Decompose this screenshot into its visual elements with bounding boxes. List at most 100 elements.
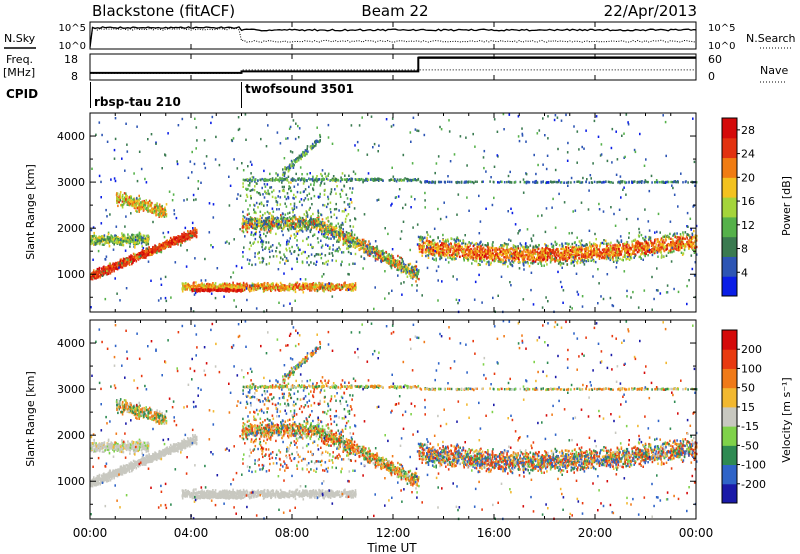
power-cell bbox=[220, 286, 223, 290]
power-cell bbox=[322, 262, 324, 265]
power-cell bbox=[347, 239, 349, 242]
power-cell bbox=[263, 287, 265, 290]
power-cell bbox=[131, 204, 134, 208]
power-cell bbox=[302, 150, 304, 154]
power-cell bbox=[252, 224, 254, 228]
power-cell bbox=[308, 192, 311, 195]
noise-right-tick-bottom: 10^0 bbox=[708, 41, 735, 52]
power-cell bbox=[294, 179, 296, 182]
power-cell bbox=[265, 234, 267, 238]
power-cell bbox=[133, 240, 135, 243]
power-cell bbox=[146, 251, 148, 254]
power-cell bbox=[270, 245, 272, 248]
power-cell bbox=[128, 258, 130, 261]
power-cell bbox=[283, 284, 286, 287]
power-cell bbox=[297, 253, 300, 257]
power-cell bbox=[243, 222, 245, 226]
power-cell bbox=[121, 206, 124, 209]
power-cell bbox=[387, 259, 389, 263]
power-cell bbox=[91, 240, 94, 244]
power-cell bbox=[271, 283, 273, 286]
power-cell bbox=[299, 191, 302, 194]
power-cell bbox=[257, 240, 259, 244]
power-cell bbox=[306, 261, 308, 264]
power-cell bbox=[311, 203, 313, 206]
power-cell bbox=[158, 208, 160, 211]
power-cell bbox=[91, 235, 94, 238]
power-cell bbox=[190, 236, 193, 239]
power-cell bbox=[269, 172, 271, 176]
power-cell bbox=[266, 204, 268, 207]
power-cell bbox=[349, 225, 352, 228]
power-cell bbox=[356, 245, 358, 248]
power-cell bbox=[289, 237, 291, 240]
power-cell bbox=[141, 204, 144, 207]
power-cell bbox=[185, 282, 187, 285]
power-cell bbox=[303, 190, 305, 193]
power-cell bbox=[178, 239, 180, 243]
power-cell bbox=[92, 271, 95, 274]
power-cell bbox=[134, 200, 137, 203]
power-cell bbox=[279, 261, 281, 264]
power-cell bbox=[120, 266, 123, 269]
power-cell bbox=[415, 280, 417, 283]
power-cell bbox=[147, 205, 150, 208]
power-cell bbox=[285, 197, 288, 201]
power-cell bbox=[288, 240, 290, 243]
power-cell bbox=[143, 251, 145, 255]
power-cell bbox=[168, 240, 171, 243]
power-cell bbox=[312, 223, 314, 226]
power-cell bbox=[101, 268, 104, 271]
power-cell bbox=[106, 241, 108, 244]
power-cell bbox=[101, 237, 103, 241]
power-cell bbox=[327, 233, 329, 236]
power-cell bbox=[263, 178, 265, 181]
power-cell bbox=[278, 226, 280, 230]
power-cell bbox=[249, 223, 251, 226]
power-cell bbox=[110, 240, 112, 243]
power-cell bbox=[110, 238, 113, 242]
power-cell bbox=[333, 287, 335, 290]
power-cell bbox=[293, 202, 296, 205]
power-cell bbox=[189, 230, 192, 233]
power-cell bbox=[262, 193, 264, 196]
power-cell bbox=[104, 267, 107, 271]
power-cell bbox=[266, 179, 268, 182]
power-cell bbox=[294, 218, 297, 221]
power-cell bbox=[247, 208, 249, 211]
power-cell bbox=[293, 185, 296, 188]
power-cell bbox=[296, 190, 299, 194]
power-cell bbox=[281, 173, 284, 177]
power-cell bbox=[305, 217, 307, 221]
power-cell bbox=[412, 275, 414, 279]
power-cell bbox=[242, 210, 244, 214]
power-cell bbox=[313, 254, 316, 258]
power-cell bbox=[344, 220, 347, 223]
power-cell bbox=[184, 238, 186, 241]
power-cell bbox=[267, 241, 270, 244]
power-cell bbox=[263, 223, 265, 226]
power-cell bbox=[351, 179, 353, 182]
power-cell bbox=[189, 238, 191, 241]
power-cell bbox=[398, 179, 400, 182]
power-cell bbox=[287, 175, 290, 178]
power-cell bbox=[184, 233, 187, 237]
power-cell bbox=[138, 206, 140, 209]
power-cell bbox=[282, 258, 284, 261]
power-cell bbox=[274, 196, 277, 199]
power-cell bbox=[144, 204, 147, 207]
power-cell bbox=[251, 218, 253, 221]
power-cell bbox=[101, 243, 104, 246]
power-cell bbox=[110, 234, 112, 237]
power-cell bbox=[283, 225, 286, 228]
power-cell bbox=[196, 231, 198, 235]
power-cell bbox=[347, 247, 350, 250]
power-cell bbox=[315, 141, 317, 144]
power-cell bbox=[287, 167, 289, 170]
power-cell bbox=[126, 263, 128, 266]
power-cell bbox=[275, 232, 277, 236]
power-cell bbox=[400, 179, 403, 182]
power-cell bbox=[327, 197, 330, 201]
power-cell bbox=[102, 237, 105, 240]
cpid-segment-2: twofsound 3501 bbox=[245, 82, 354, 96]
